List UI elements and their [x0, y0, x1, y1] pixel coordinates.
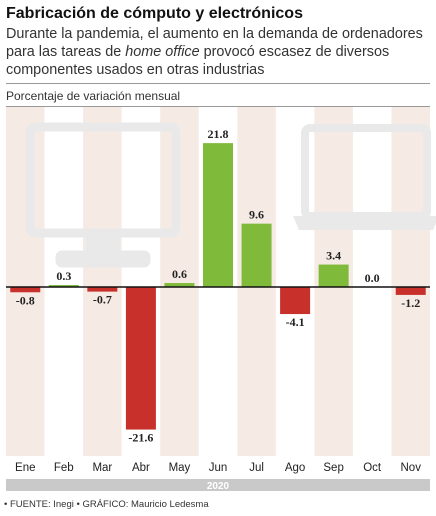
month-label-jul: Jul: [249, 462, 264, 474]
bar-sep: [318, 264, 349, 287]
value-label-sep: 3.4: [326, 249, 341, 263]
value-label-mar: -0.7: [93, 293, 112, 307]
value-label-jun: 21.8: [208, 127, 229, 141]
month-label-ene: Ene: [15, 462, 35, 474]
subtitle-part-1: Durante la pandemia, el aumento en la de…: [6, 26, 423, 60]
value-label-may: 0.6: [172, 267, 187, 281]
column-band: [6, 107, 45, 456]
month-label-sep: Sep: [323, 462, 343, 474]
value-label-nov: -1.2: [401, 296, 420, 310]
chart-subtitle: Durante la pandemia, el aumento en la de…: [6, 25, 430, 79]
chart-title: Fabricación de cómputo y electrónicos: [6, 5, 303, 22]
year-label: 2020: [207, 481, 230, 492]
month-label-mar: Mar: [92, 462, 112, 474]
bar-jun: [203, 143, 233, 287]
month-label-nov: Nov: [401, 462, 422, 474]
y-axis-label: Porcentaje de variación mensual: [6, 89, 181, 103]
value-label-jul: 9.6: [249, 208, 264, 222]
source-credit: • FUENTE: Inegi • GRÁFICO: Mauricio Lede…: [4, 499, 209, 510]
bar-ago: [280, 287, 311, 315]
bars: [10, 143, 426, 430]
value-label-oct: 0.0: [365, 271, 380, 285]
desktop-monitor-icon: [25, 122, 181, 268]
month-label-feb: Feb: [54, 462, 74, 474]
month-label-oct: Oct: [363, 462, 382, 474]
bar-feb: [48, 285, 79, 287]
bar-abr: [125, 287, 156, 430]
month-label-abr: Abr: [132, 462, 150, 474]
bar-may: [164, 283, 195, 287]
subtitle-emphasis: home office: [125, 44, 200, 60]
value-label-ago: -4.1: [286, 315, 305, 329]
bar-ene: [10, 287, 41, 293]
year-bar: [6, 479, 430, 491]
chart-top-rule: [6, 106, 430, 107]
month-label-ago: Ago: [285, 462, 305, 474]
month-label-may: May: [169, 462, 191, 474]
bar-jul: [241, 223, 272, 287]
value-labels: -0.8 0.3 -0.7 -21.6 0.6 21.8 9.6 -4.1 3.4 0.0 -1.2: [16, 127, 420, 444]
bar-nov: [395, 287, 426, 295]
month-label-jun: Jun: [209, 462, 228, 474]
bar-mar: [87, 287, 118, 292]
value-label-ene: -0.8: [16, 293, 35, 307]
column-band: [83, 107, 122, 456]
header-rule: [6, 83, 430, 84]
laptop-icon: [293, 124, 436, 230]
value-label-feb: 0.3: [56, 269, 71, 283]
subtitle-part-2: provocó escasez de diversos componentes …: [6, 44, 390, 78]
month-labels: Ene Feb Mar Abr May Jun Jul Ago Sep Oct Nov: [15, 462, 421, 474]
value-label-abr: -21.6: [128, 431, 153, 445]
